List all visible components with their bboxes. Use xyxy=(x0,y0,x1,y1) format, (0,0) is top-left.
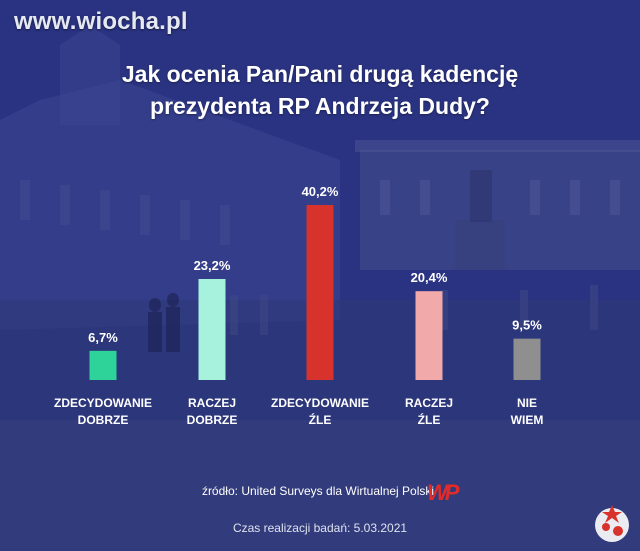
category-label-1-line-1: ZDECYDOWANIE xyxy=(54,396,152,410)
value-label-1: 6,7% xyxy=(88,330,118,345)
source-text: United Surveys dla Wirtualnej Polski xyxy=(241,484,435,498)
source-note: źródło: United Surveys dla Wirtualnej Po… xyxy=(0,484,640,498)
watermark: www.wiocha.pl xyxy=(14,8,188,35)
category-label-3-line-2: ŹLE xyxy=(309,412,332,427)
value-label-3: 40,2% xyxy=(302,184,339,199)
bar-3 xyxy=(306,205,334,380)
chart-title-line-2: prezydenta RP Andrzeja Dudy? xyxy=(150,93,490,119)
chart-title: Jak ocenia Pan/Pani drugą kadencję prezy… xyxy=(0,58,640,122)
bar-2 xyxy=(198,279,226,380)
value-label-5: 9,5% xyxy=(512,318,542,333)
category-label-5-line-1: NIE xyxy=(517,396,537,410)
value-label-2: 23,2% xyxy=(194,258,231,273)
category-label-4-line-1: RACZEJ xyxy=(405,396,453,410)
bar-4 xyxy=(415,291,443,380)
bar-5 xyxy=(513,338,541,380)
category-label-1-line-2: DOBRZE xyxy=(78,413,129,427)
pigs-logo-icon xyxy=(595,505,629,542)
survey-date: Czas realizacji badań: 5.03.2021 xyxy=(232,521,408,535)
chart-title-line-1: Jak ocenia Pan/Pani drugą kadencję xyxy=(121,61,519,87)
category-label-4-line-2: ŹLE xyxy=(418,412,441,427)
category-label-3-line-1: ZDECYDOWANIE xyxy=(271,396,369,410)
category-label-5-line-2: WIEM xyxy=(511,413,544,427)
category-label-2-line-2: DOBRZE xyxy=(187,413,238,427)
category-label-2-line-1: RACZEJ xyxy=(188,396,236,410)
wp-logo: WP xyxy=(427,480,460,505)
value-label-4: 20,4% xyxy=(411,270,448,285)
bar-1 xyxy=(89,350,117,380)
source-prefix: źródło: xyxy=(201,484,238,498)
